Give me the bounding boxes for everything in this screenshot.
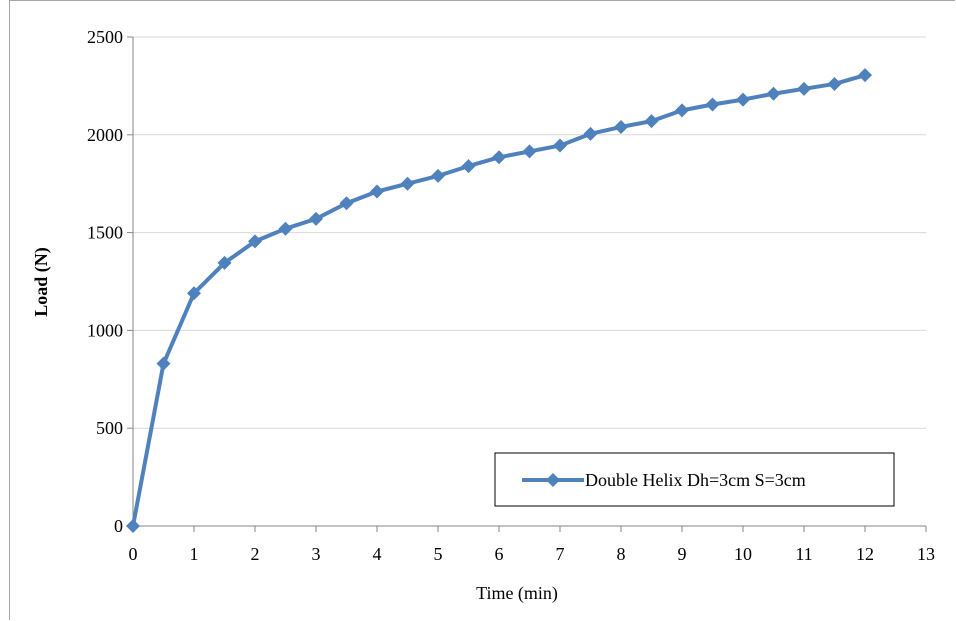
- data-point-marker: [187, 286, 201, 301]
- legend[interactable]: Double Helix Dh=3cm S=3cm: [494, 452, 895, 507]
- data-point-marker: [644, 114, 659, 129]
- y-tick-label: 500: [96, 418, 123, 438]
- data-point-marker: [461, 159, 476, 174]
- data-point-marker: [492, 150, 506, 165]
- x-tick-label: 8: [617, 544, 626, 564]
- y-tick-label: 0: [114, 516, 123, 536]
- chart-area: [9, 0, 955, 620]
- x-tick-label: 12: [856, 544, 874, 564]
- x-tick-label: 13: [917, 544, 935, 564]
- x-axis-ticks: 0 1 2 3 4 5 6 7 8 9 10 11 12 13: [129, 526, 935, 564]
- data-point-marker: [553, 138, 567, 153]
- data-point-marker: [736, 92, 750, 107]
- x-tick-label: 0: [129, 544, 138, 564]
- legend-label: Double Helix Dh=3cm S=3cm: [585, 470, 806, 490]
- y-tick-label: 2500: [87, 27, 123, 47]
- data-point-marker: [705, 97, 720, 112]
- data-point-marker: [858, 68, 872, 83]
- data-point-marker: [309, 211, 323, 226]
- data-point-marker: [431, 168, 445, 183]
- x-tick-label: 11: [795, 544, 812, 564]
- data-point-marker: [583, 126, 598, 141]
- data-point-marker: [217, 255, 232, 270]
- x-tick-label: 6: [495, 544, 504, 564]
- y-tick-label: 1500: [87, 223, 123, 243]
- data-point-marker: [339, 196, 354, 211]
- y-tick-label: 1000: [87, 320, 123, 340]
- data-point-marker: [675, 103, 689, 118]
- data-point-marker: [156, 356, 171, 371]
- data-point-marker: [827, 76, 842, 91]
- x-tick-label: 1: [190, 544, 199, 564]
- data-point-marker: [797, 81, 811, 96]
- x-axis-title: Time (min): [476, 583, 558, 604]
- x-tick-label: 5: [434, 544, 443, 564]
- data-point-marker: [370, 184, 384, 199]
- legend-marker-swatch: [546, 473, 560, 487]
- data-point-marker: [400, 176, 415, 191]
- x-tick-label: 4: [373, 544, 382, 564]
- series-group: [126, 68, 872, 533]
- x-tick-label: 2: [251, 544, 260, 564]
- data-point-marker: [278, 221, 293, 236]
- x-tick-label: 10: [734, 544, 752, 564]
- data-point-marker: [126, 519, 140, 533]
- data-point-marker: [766, 86, 781, 101]
- x-tick-label: 3: [312, 544, 321, 564]
- data-point-marker: [614, 119, 628, 134]
- x-tick-label: 7: [556, 544, 565, 564]
- y-axis-ticks: 0 500 1000 1500 2000 2500: [87, 27, 133, 536]
- axes: [132, 37, 926, 527]
- data-point-marker: [248, 234, 262, 249]
- gridlines: [133, 36, 926, 429]
- x-tick-label: 9: [678, 544, 687, 564]
- y-axis-title: Load (N): [31, 247, 52, 317]
- data-point-marker: [522, 144, 537, 159]
- y-tick-label: 2000: [87, 125, 123, 145]
